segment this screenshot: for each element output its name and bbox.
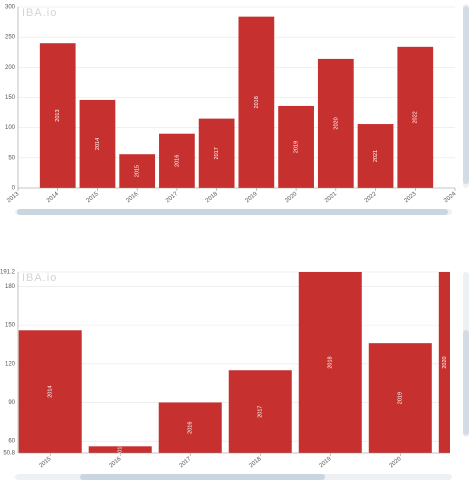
bar — [79, 99, 116, 188]
bar — [357, 124, 394, 188]
y-tick-label: 300 — [5, 5, 16, 11]
x-tick-label: 2017 — [165, 191, 180, 205]
bar — [298, 272, 362, 453]
bar-label: 2018 — [254, 96, 260, 108]
bar-label: 2019 — [398, 392, 404, 404]
y-tick-label: 120 — [5, 361, 16, 367]
x-tick-label: 2016 — [125, 191, 140, 205]
y-tick-label: 200 — [5, 65, 16, 71]
bar — [397, 46, 434, 188]
y-tick-label: 50 — [8, 155, 15, 161]
bar-label: 2014 — [48, 386, 54, 398]
bar — [198, 118, 235, 188]
bar — [438, 272, 450, 453]
bar — [228, 370, 292, 453]
watermark: IBA.io — [22, 272, 57, 284]
x-tick-label: 2024 — [443, 191, 458, 205]
bar-label: 2017 — [258, 405, 264, 417]
bar — [119, 154, 156, 188]
watermark: IBA.io — [22, 7, 57, 19]
bar-label: 2022 — [413, 111, 419, 123]
scrollbar-thumb[interactable] — [463, 6, 469, 184]
y-tick-label: 250 — [5, 35, 16, 41]
bar — [39, 43, 76, 188]
bar — [238, 16, 275, 188]
bar — [158, 402, 222, 453]
x-tick-label: 2022 — [364, 191, 379, 205]
bar — [278, 105, 314, 188]
x-tick-label: 2020 — [284, 191, 299, 205]
chart: IBA.io50.86090120150180191.2201420152016… — [0, 270, 450, 470]
x-tick-label: 2015 — [86, 191, 101, 205]
x-tick-label: 2018 — [205, 191, 220, 205]
scrollbar-thumb[interactable] — [463, 330, 469, 435]
x-tick-label: 2014 — [46, 191, 61, 205]
y-tick-label: 180 — [5, 284, 16, 290]
scrollbar-thumb[interactable] — [80, 474, 325, 480]
bar — [18, 330, 82, 453]
x-tick-label: 2019 — [245, 191, 260, 205]
bar-label: 2013 — [55, 109, 61, 121]
x-tick-label: 2021 — [324, 191, 339, 205]
x-tick-label: 2017 — [178, 456, 193, 470]
y-tick-label: 50.8 — [3, 451, 15, 457]
bar-label: 2021 — [373, 150, 379, 162]
x-tick-label: 2019 — [318, 456, 333, 470]
scrollbar-thumb[interactable] — [17, 209, 448, 215]
y-tick-label: 100 — [5, 125, 16, 131]
y-tick-label: 150 — [5, 323, 16, 329]
bar — [159, 133, 195, 188]
x-tick-label: 2023 — [403, 191, 418, 205]
y-tick-label: 90 — [8, 400, 15, 406]
y-tick-label: 0 — [12, 186, 16, 192]
x-tick-label: 2020 — [388, 456, 403, 470]
chart: IBA.io 0 50 100 150 200 250 300 2013 2014 2015 2016… — [5, 5, 458, 205]
x-tick-label: 2018 — [248, 456, 263, 470]
bar-label: 2014 — [95, 138, 101, 150]
y-tick-label: 60 — [8, 439, 15, 445]
y-tick-label: 150 — [5, 95, 16, 101]
bar-label: 2016 — [188, 422, 194, 434]
bar — [368, 343, 432, 453]
y-tick-label: 191.2 — [0, 270, 16, 276]
bar-label: 2020 — [442, 356, 448, 368]
bar-label: 2015 — [118, 444, 124, 456]
bar-label: 2020 — [333, 117, 339, 129]
bar — [88, 446, 152, 453]
bar-label: 2017 — [214, 147, 220, 159]
bar-label: 2015 — [135, 165, 141, 177]
x-tick-label: 2016 — [108, 456, 123, 470]
bar-label: 2016 — [174, 155, 180, 167]
bar — [317, 58, 354, 188]
x-tick-label: 2015 — [38, 456, 53, 470]
bar-label: 2019 — [294, 141, 300, 153]
x-tick-label: 2013 — [6, 191, 21, 205]
bar-label: 2018 — [328, 356, 334, 368]
